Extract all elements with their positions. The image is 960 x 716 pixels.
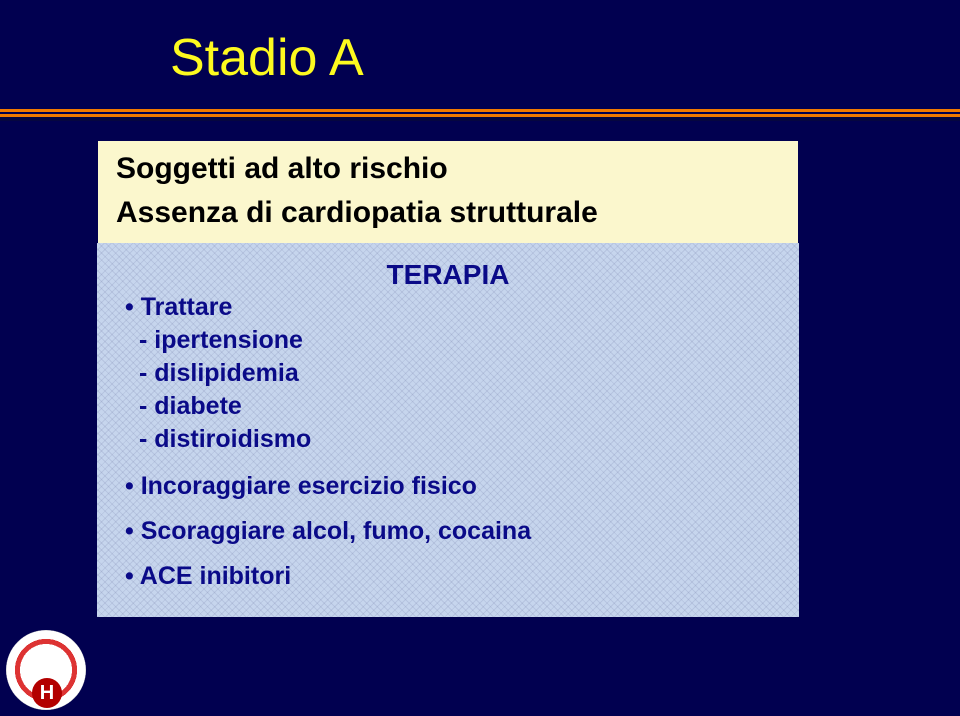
- header-line-2: Assenza di cardiopatia strutturale: [116, 191, 780, 235]
- sub-item-4: - distiroidismo: [139, 423, 771, 456]
- divider-shadow: [0, 117, 960, 121]
- therapy-content: TERAPIA • Trattare - ipertensione - disl…: [97, 243, 799, 601]
- sub-item-1: - ipertensione: [139, 324, 771, 357]
- therapy-title: TERAPIA: [125, 259, 771, 291]
- slide: Stadio A Soggetti ad alto rischio Assenz…: [0, 0, 960, 716]
- sub-item-2: - dislipidemia: [139, 357, 771, 390]
- slide-title: Stadio A: [0, 0, 960, 88]
- sub-item-3: - diabete: [139, 390, 771, 423]
- bullet-trattare: • Trattare: [125, 293, 771, 322]
- header-box: Soggetti ad alto rischio Assenza di card…: [98, 141, 798, 245]
- title-divider: [0, 109, 960, 121]
- header-line-1: Soggetti ad alto rischio: [116, 147, 780, 191]
- therapy-sublist: - ipertensione - dislipidemia - diabete …: [139, 324, 771, 456]
- logo-badge: H: [32, 678, 62, 708]
- therapy-box: TERAPIA • Trattare - ipertensione - disl…: [97, 243, 799, 617]
- bullet-incoraggiare: • Incoraggiare esercizio fisico: [125, 472, 771, 501]
- bullet-scoraggiare: • Scoraggiare alcol, fumo, cocaina: [125, 517, 771, 546]
- bullet-ace: • ACE inibitori: [125, 562, 771, 591]
- organization-logo: H: [2, 626, 90, 714]
